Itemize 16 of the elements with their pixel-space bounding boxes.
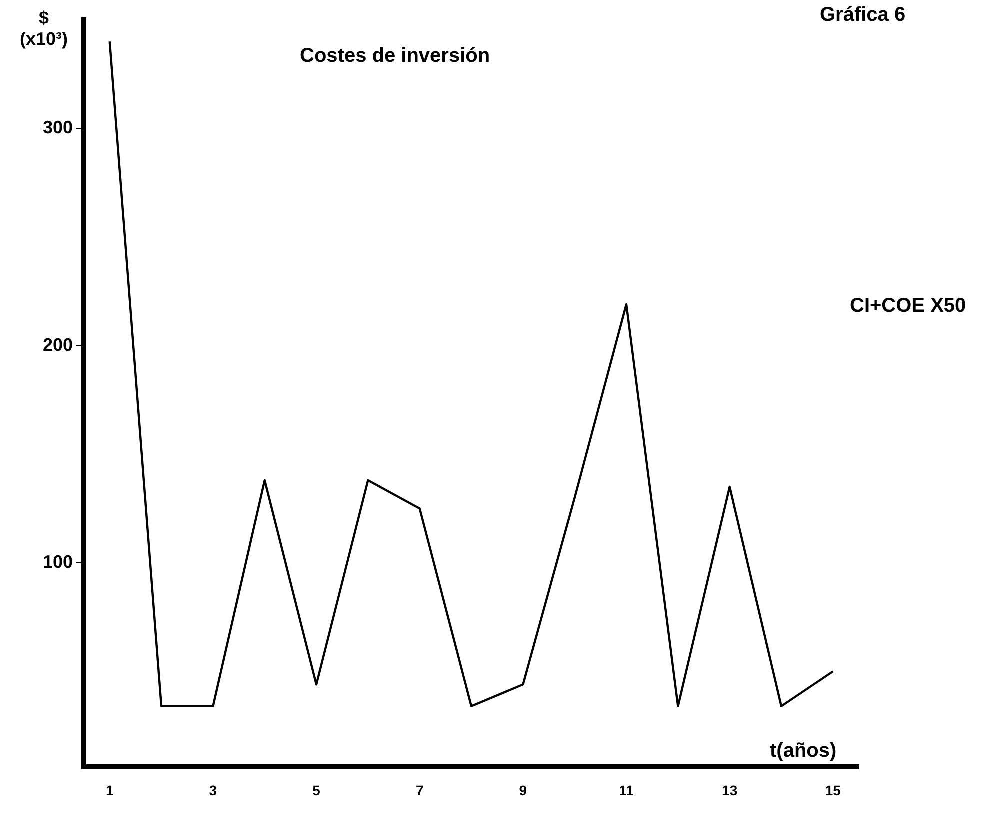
annotation: CI+COE X50 — [850, 295, 966, 318]
text: Costes de inversión — [300, 45, 490, 68]
x-tick-label: 13 — [722, 782, 738, 798]
x-tick-label: 7 — [416, 782, 424, 798]
x-tick-label: 9 — [519, 782, 528, 798]
y-axis-title: $ (x10³) — [20, 8, 68, 50]
annotation: Gráfica 6 — [820, 4, 906, 27]
x-tick-label: 3 — [209, 782, 218, 798]
x-tick-label: 11 — [619, 782, 634, 798]
x-axis-title: t(años) — [770, 740, 837, 763]
y-tick-label: 200 — [42, 334, 74, 355]
x-tick-label: 1 — [106, 782, 114, 798]
x-tick-label: 15 — [825, 782, 842, 798]
y-tick-label: 100 — [42, 552, 74, 572]
y-tick-label: 300 — [42, 118, 74, 138]
x-tick-label: 5 — [312, 782, 321, 798]
